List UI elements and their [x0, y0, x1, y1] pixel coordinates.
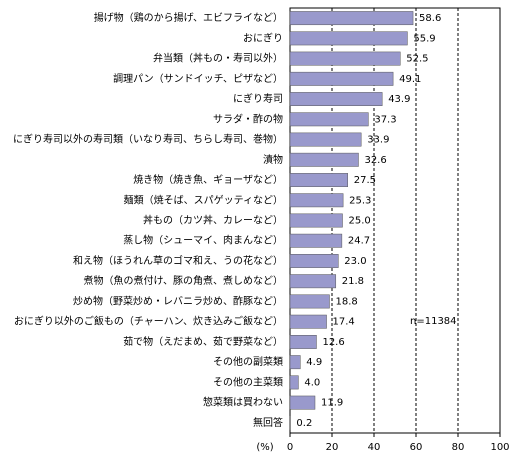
value-label: 58.6 — [419, 13, 441, 24]
value-label: 55.9 — [413, 33, 435, 44]
x-tick-label: 100 — [490, 442, 509, 453]
y-tick-label: 調理パン（サンドイッチ、ピザなど） — [113, 72, 283, 85]
annotation: n=11384 — [410, 316, 457, 327]
bar — [289, 355, 301, 370]
x-tick-label: 20 — [326, 442, 339, 453]
y-tick-label: おにぎり — [243, 31, 283, 44]
bar — [289, 375, 299, 390]
bar — [289, 213, 343, 228]
bar — [289, 233, 343, 248]
value-label: 4.0 — [304, 377, 320, 388]
bar — [289, 152, 359, 167]
bar — [289, 193, 344, 208]
value-label: 4.9 — [306, 357, 322, 368]
value-label: 43.9 — [388, 94, 410, 105]
value-label: 49.1 — [399, 74, 421, 85]
y-tick-label: 惣菜類は買わない — [203, 396, 283, 409]
value-label: 25.3 — [349, 195, 371, 206]
x-tick-label: 0 — [287, 442, 293, 453]
y-tick-label: 丼もの（カツ丼、カレーなど） — [143, 214, 283, 227]
bar — [289, 11, 414, 26]
y-tick-label: 無回答 — [253, 416, 283, 429]
bar — [289, 51, 401, 66]
y-tick-label: 煮物（魚の煮付け、豚の角煮、煮しめなど） — [84, 274, 284, 287]
y-tick-label: おにぎり以外のご飯もの（チャーハン、炊き込みご飯など） — [14, 315, 283, 328]
bar — [289, 274, 337, 289]
y-tick-label: その他の副菜類 — [213, 355, 283, 368]
bar — [289, 31, 408, 46]
bar — [289, 112, 369, 127]
y-tick-label: サラダ・酢の物 — [213, 112, 283, 125]
y-tick-label: にぎり寿司 — [233, 92, 283, 105]
y-tick-label: 麺類（焼そば、スパゲッティなど） — [124, 193, 283, 206]
bar — [289, 294, 330, 309]
value-label: 33.9 — [367, 135, 389, 146]
value-label: 37.3 — [374, 114, 396, 125]
value-label: 32.6 — [364, 155, 386, 166]
value-label: 17.4 — [333, 317, 355, 328]
y-tick-label: その他の主菜類 — [213, 375, 283, 388]
x-unit: (%) — [256, 442, 273, 453]
y-tick-label: 漬物 — [263, 153, 283, 166]
bar — [289, 254, 339, 268]
value-label: 52.5 — [406, 54, 428, 65]
value-label: 18.8 — [335, 296, 357, 307]
y-tick-label: 揚げ物（鶏のから揚げ、エビフライなど） — [94, 11, 283, 24]
y-tick-label: 茹で物（えだまめ、茹で野菜など） — [123, 335, 283, 348]
value-label: 23.0 — [344, 256, 366, 267]
bar — [289, 92, 383, 107]
x-tick-label: 40 — [368, 442, 381, 453]
y-tick-label: 弁当類（丼もの・寿司以外） — [153, 52, 283, 65]
value-label: 0.2 — [296, 418, 312, 429]
y-tick-label: 蒸し物（シューマイ、肉まんなど） — [123, 234, 283, 247]
value-label: 21.8 — [342, 276, 364, 287]
bar — [289, 173, 348, 187]
y-tick-label: 焼き物（焼き魚、ギョーザなど） — [133, 173, 283, 186]
bar — [289, 314, 327, 329]
bar — [289, 335, 317, 349]
bar — [289, 71, 394, 86]
value-label: 12.6 — [322, 337, 344, 348]
x-tick-label: 80 — [452, 442, 465, 453]
y-tick-label: 和え物（ほうれん草のゴマ和え、うの花など） — [73, 254, 283, 267]
y-tick-label: にぎり寿司以外の寿司類（いなり寿司、ちらし寿司、巻物） — [13, 133, 283, 146]
value-label: 24.7 — [348, 236, 370, 247]
bar — [289, 132, 362, 147]
bar — [289, 395, 316, 410]
value-label: 27.5 — [354, 175, 376, 186]
value-label: 25.0 — [349, 216, 371, 227]
y-tick-label: 炒め物（野菜炒め・レバニラ炒め、酢豚など） — [73, 294, 283, 307]
x-tick-label: 60 — [410, 442, 423, 453]
value-label: 11.9 — [321, 398, 343, 409]
